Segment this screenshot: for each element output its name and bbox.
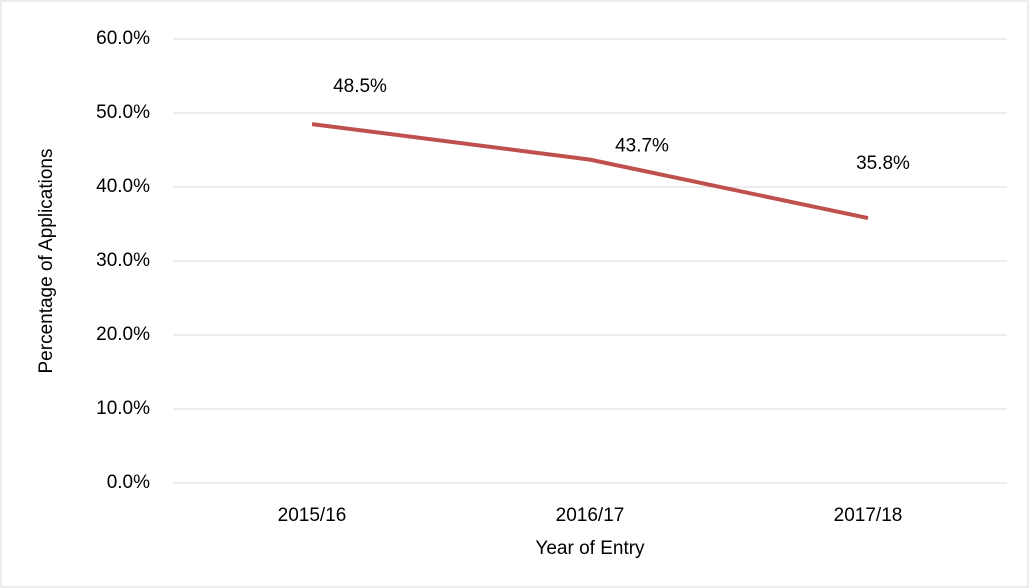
y-axis-title: Percentage of Applications <box>36 149 57 374</box>
x-axis-title: Year of Entry <box>535 538 645 559</box>
data-label: 43.7% <box>615 136 669 157</box>
x-tick-label: 2016/17 <box>556 505 625 526</box>
y-tick-label: 50.0% <box>96 102 150 123</box>
data-line <box>311 122 869 221</box>
data-label: 35.8% <box>856 153 910 174</box>
data-label: 48.5% <box>333 76 387 97</box>
y-tick-label: 20.0% <box>96 324 150 345</box>
y-tick-label: 0.0% <box>107 472 150 493</box>
y-tick-label: 40.0% <box>96 176 150 197</box>
y-tick-label: 60.0% <box>96 28 150 49</box>
x-tick-label: 2017/18 <box>834 505 903 526</box>
y-tick-label: 30.0% <box>96 250 150 271</box>
x-tick-label: 2015/16 <box>278 505 347 526</box>
y-tick-label: 10.0% <box>96 398 150 419</box>
